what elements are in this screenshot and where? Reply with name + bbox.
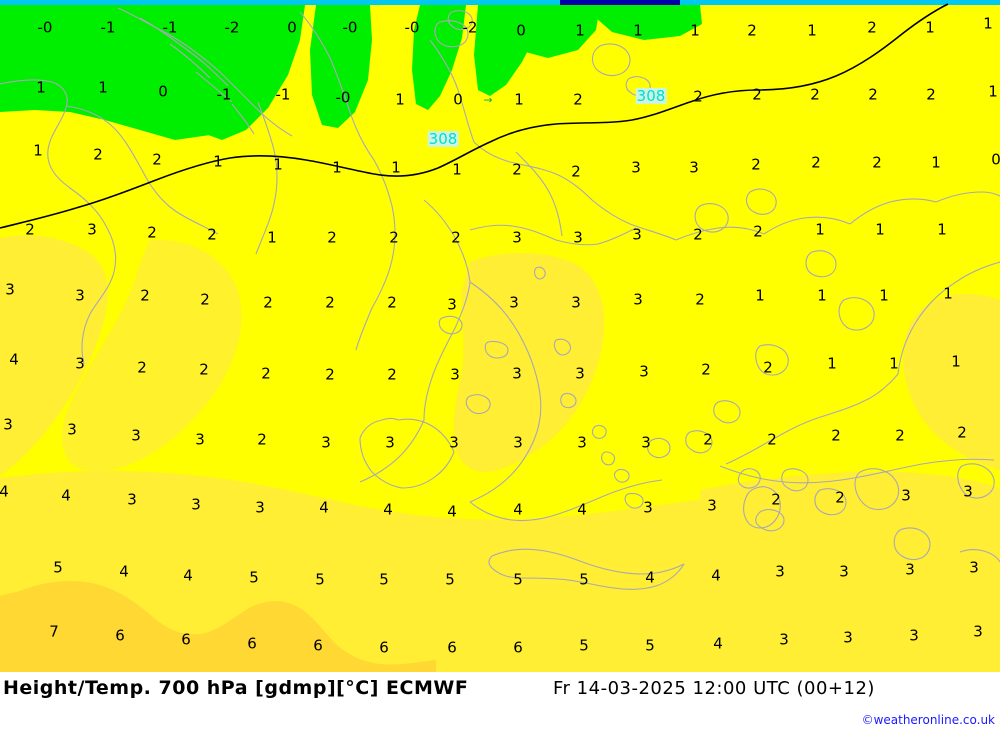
contour-308-path xyxy=(0,3,949,229)
temp-band-gold-south-east xyxy=(700,471,1000,672)
temp-band-deepgold-group xyxy=(0,580,436,672)
temp-band-gold-w xyxy=(0,235,108,476)
temp-band-green-c1 xyxy=(310,5,372,128)
weather-map-canvas[interactable]: 308 308 -0 -1 -1 -2 0 -0 -0 -2 0 1 1 1 2 1 2 1 1 1 1 0 -1 -1-… xyxy=(0,0,1000,672)
temp-band-green-ne-ridge xyxy=(198,5,305,140)
valid-datetime: Fr 14-03-2025 12:00 UTC (00+12) xyxy=(553,678,875,699)
map-top-border xyxy=(0,0,1000,5)
temp-band-gold-w2 xyxy=(62,239,242,472)
temp-band-green-ne3 xyxy=(596,5,702,40)
wind-arrow-icon: → xyxy=(483,93,493,107)
contour-308-layer xyxy=(0,3,949,229)
coastline-layer xyxy=(0,7,1000,590)
temp-band-deepgold-sw xyxy=(0,580,436,672)
map-layers xyxy=(0,0,1000,672)
contour-label-308-left: 308 xyxy=(427,130,459,148)
map-top-border-dark xyxy=(560,0,680,5)
temp-band-green-ne2 xyxy=(498,5,600,58)
temp-band-gold-east xyxy=(902,293,1000,470)
map-footer: Height/Temp. 700 hPa [gdmp][°C] ECMWF Fr… xyxy=(0,672,1000,733)
contour-label-308-right: 308 xyxy=(635,87,667,105)
temp-band-green-c2 xyxy=(412,5,466,110)
map-title: Height/Temp. 700 hPa [gdmp][°C] ECMWF xyxy=(3,677,469,699)
temp-band-deepgold-sw2 xyxy=(0,590,66,672)
copyright-notice[interactable]: ©weatheronline.co.uk xyxy=(861,713,995,727)
temp-band-gold-aegean xyxy=(453,253,605,472)
